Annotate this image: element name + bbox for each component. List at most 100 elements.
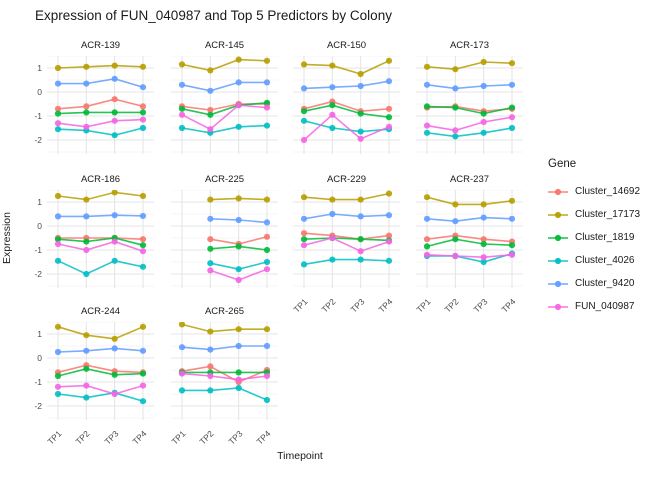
data-point-Cluster_1819 bbox=[111, 109, 118, 116]
data-point-Cluster_1819 bbox=[423, 243, 431, 250]
facet-ACR-150: ACR-150 bbox=[293, 40, 400, 154]
series-line-Cluster_9420 bbox=[303, 80, 390, 90]
data-point-Cluster_17173 bbox=[139, 323, 147, 330]
data-point-FUN_040987 bbox=[235, 276, 242, 284]
data-point-Cluster_9420 bbox=[480, 82, 487, 90]
data-point-FUN_040987 bbox=[423, 122, 431, 129]
data-point-Cluster_1819 bbox=[54, 372, 62, 380]
data-point-Cluster_1819 bbox=[207, 111, 214, 118]
x-tick-label: TP1 bbox=[169, 428, 188, 447]
data-point-Cluster_9420 bbox=[263, 342, 271, 350]
series-line-Cluster_1819 bbox=[303, 237, 390, 242]
legend-entry: Cluster_14692 bbox=[548, 180, 640, 203]
facet-strip-label: ACR-150 bbox=[326, 40, 367, 51]
legend-key-icon bbox=[548, 303, 568, 310]
series-line-FUN_040987 bbox=[426, 254, 513, 259]
data-point-Cluster_17173 bbox=[207, 67, 214, 74]
chart-title: Expression of FUN_040987 and Top 5 Predi… bbox=[35, 8, 392, 23]
data-point-Cluster_4026 bbox=[385, 257, 393, 264]
data-point-Cluster_14692 bbox=[263, 233, 271, 240]
series-line-Cluster_14692 bbox=[303, 100, 390, 113]
data-point-Cluster_14692 bbox=[139, 236, 147, 243]
data-point-Cluster_4026 bbox=[83, 270, 90, 278]
data-point-FUN_040987 bbox=[508, 114, 516, 121]
data-point-Cluster_9420 bbox=[263, 79, 271, 86]
series-line-Cluster_4026 bbox=[181, 124, 268, 134]
facet-strip-label: ACR-145 bbox=[204, 40, 245, 51]
series-line-Cluster_4026 bbox=[303, 120, 390, 133]
data-point-Cluster_4026 bbox=[178, 387, 186, 394]
facet-ACR-173: ACR-173 bbox=[416, 40, 523, 154]
series-line-Cluster_1819 bbox=[57, 367, 144, 377]
data-point-Cluster_1819 bbox=[300, 236, 308, 243]
series-line-Cluster_1819 bbox=[426, 105, 513, 115]
data-point-Cluster_17173 bbox=[480, 201, 487, 208]
data-point-Cluster_4026 bbox=[480, 258, 487, 266]
data-point-Cluster_1819 bbox=[139, 109, 147, 116]
data-point-Cluster_1819 bbox=[385, 114, 393, 121]
data-point-Cluster_4026 bbox=[54, 257, 62, 264]
data-point-Cluster_4026 bbox=[139, 263, 147, 270]
facet-strip-label: ACR-237 bbox=[449, 174, 490, 185]
data-point-Cluster_4026 bbox=[139, 124, 147, 132]
series-line-FUN_040987 bbox=[303, 237, 390, 253]
data-point-FUN_040987 bbox=[111, 238, 118, 245]
data-point-FUN_040987 bbox=[207, 267, 214, 274]
series-line-FUN_040987 bbox=[181, 104, 268, 131]
data-point-Cluster_1819 bbox=[480, 110, 487, 117]
data-point-Cluster_14692 bbox=[207, 363, 214, 370]
data-point-FUN_040987 bbox=[385, 123, 393, 130]
x-tick-label: TP4 bbox=[130, 428, 149, 447]
data-point-Cluster_17173 bbox=[357, 196, 364, 203]
data-point-Cluster_9420 bbox=[139, 347, 147, 354]
data-point-Cluster_4026 bbox=[54, 126, 62, 133]
series-line-Cluster_4026 bbox=[303, 258, 390, 266]
facet-panel bbox=[416, 56, 523, 154]
series-line-Cluster_9420 bbox=[58, 77, 144, 88]
series-line-Cluster_9420 bbox=[303, 213, 390, 220]
data-point-FUN_040987 bbox=[263, 372, 271, 380]
data-point-Cluster_17173 bbox=[54, 323, 62, 330]
series-line-FUN_040987 bbox=[57, 118, 144, 128]
facet-strip-label: ACR-173 bbox=[449, 40, 490, 51]
data-point-FUN_040987 bbox=[329, 111, 336, 118]
series-line-Cluster_17173 bbox=[57, 64, 144, 69]
legend-title: Gene bbox=[548, 158, 577, 170]
series-line-FUN_040987 bbox=[57, 240, 144, 252]
facet-panel bbox=[293, 190, 400, 288]
data-point-FUN_040987 bbox=[452, 252, 459, 260]
x-tick-label: TP2 bbox=[197, 428, 216, 447]
data-point-Cluster_4026 bbox=[139, 398, 147, 405]
facet-strip-label: ACR-229 bbox=[326, 174, 367, 185]
data-point-FUN_040987 bbox=[178, 370, 186, 377]
data-point-Cluster_1819 bbox=[357, 236, 364, 243]
data-point-Cluster_9420 bbox=[423, 81, 431, 88]
legend-key-icon bbox=[548, 188, 568, 195]
data-point-Cluster_4026 bbox=[480, 129, 487, 136]
data-point-FUN_040987 bbox=[111, 117, 118, 124]
data-point-Cluster_14692 bbox=[423, 236, 431, 243]
facet-panel bbox=[47, 322, 154, 420]
data-point-Cluster_9420 bbox=[111, 75, 118, 82]
series-line-Cluster_17173 bbox=[57, 326, 144, 340]
data-point-Cluster_14692 bbox=[300, 230, 308, 237]
data-point-FUN_040987 bbox=[357, 135, 364, 142]
legend-entry: Cluster_9420 bbox=[548, 272, 640, 295]
data-point-Cluster_17173 bbox=[83, 332, 90, 339]
series-line-Cluster_9420 bbox=[58, 214, 144, 218]
data-point-FUN_040987 bbox=[452, 127, 459, 134]
data-point-FUN_040987 bbox=[385, 238, 393, 245]
data-point-FUN_040987 bbox=[300, 136, 308, 144]
data-point-Cluster_1819 bbox=[357, 110, 364, 117]
data-point-Cluster_17173 bbox=[178, 322, 186, 328]
data-point-Cluster_9420 bbox=[207, 346, 214, 353]
data-point-Cluster_4026 bbox=[235, 384, 242, 392]
series-line-FUN_040987 bbox=[57, 384, 144, 395]
legend-key-icon bbox=[548, 257, 568, 264]
legend-entry-label: Cluster_1819 bbox=[575, 232, 635, 243]
facet-ACR-145: ACR-145 bbox=[171, 40, 278, 154]
data-point-Cluster_14692 bbox=[207, 106, 214, 114]
facet-strip-label: ACR-225 bbox=[204, 174, 245, 185]
data-point-Cluster_9420 bbox=[111, 212, 118, 219]
series-line-Cluster_4026 bbox=[426, 127, 513, 138]
